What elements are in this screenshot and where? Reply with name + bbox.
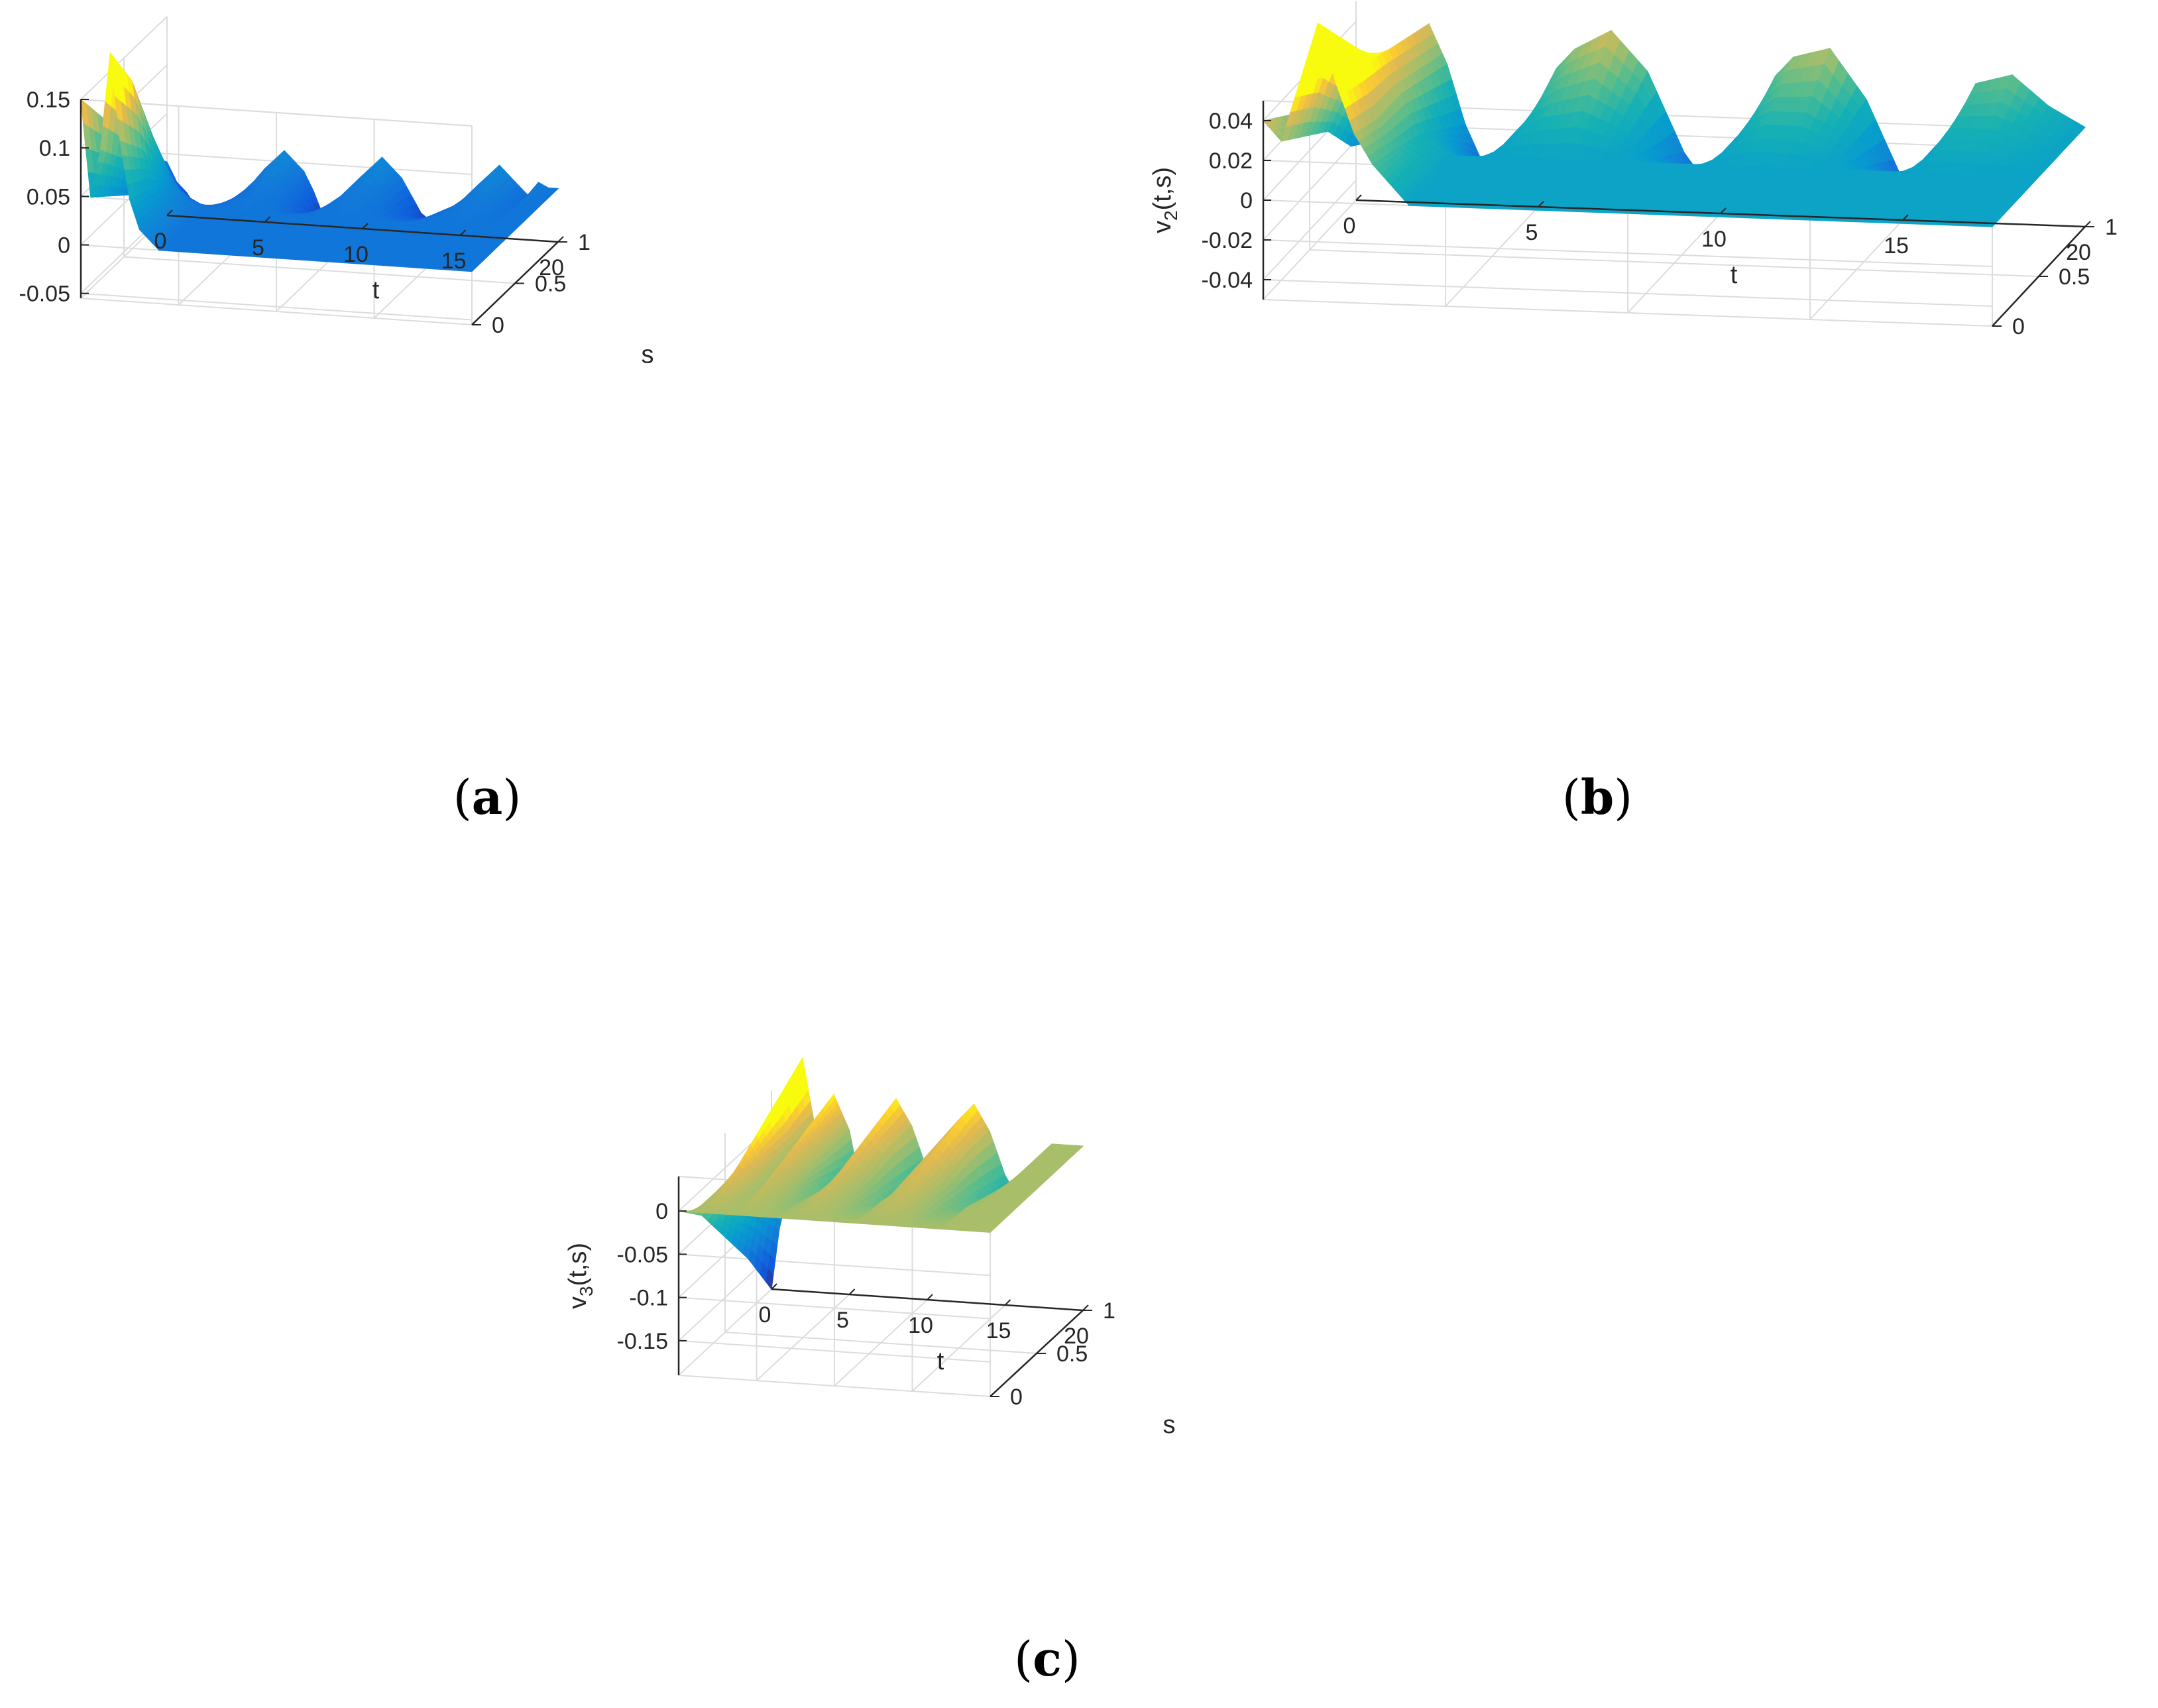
z-tick-label: 0 <box>1240 188 1253 213</box>
caption-b: (b) <box>1562 769 1633 825</box>
s-tick-label: 0.5 <box>535 272 566 297</box>
z-tick-label: 0.02 <box>1209 148 1253 174</box>
t-tick-label: 5 <box>1526 220 1538 245</box>
surface-mesh <box>678 1056 1084 1290</box>
surface-mesh <box>1262 22 2086 227</box>
s-tick-label: 0 <box>492 313 504 338</box>
surface-plot-b-svg: 0510152000.51-0.04-0.0200.020.04tsv2(t,s… <box>1149 1 2118 339</box>
z-axis-label: v2(t,s) <box>1149 167 1181 233</box>
surface-mesh <box>80 51 559 272</box>
t-tick-label: 15 <box>1884 233 1909 258</box>
z-tick-label: 0 <box>58 233 70 258</box>
axes: 0 5 10 15 20 0 0.5 1 -0.04 -0.02 0 0.02 0.04 <box>1202 101 2118 339</box>
t-tick-label: 20 <box>2066 240 2091 265</box>
z-tick-label: -0.02 <box>1202 228 1253 253</box>
t-tick-label: 10 <box>1701 227 1727 252</box>
z-tick-label: -0.05 <box>19 282 71 307</box>
t-tick-label: 15 <box>441 249 467 274</box>
z-tick-label: 0.15 <box>27 87 70 113</box>
z-tick-label: 0.04 <box>1209 109 1253 134</box>
surface-patch <box>80 98 89 128</box>
z-tick-label: -0.04 <box>1202 268 1253 293</box>
t-tick-label: 5 <box>252 235 264 260</box>
z-tick-label: 0.1 <box>39 136 70 161</box>
s-tick-label: 0.5 <box>2059 264 2090 290</box>
caption-a: (a) <box>453 769 522 825</box>
s-tick-label: 1 <box>578 230 591 255</box>
t-tick-label: 0 <box>1343 213 1356 239</box>
surface-plot-b: 0510152000.51-0.04-0.0200.020.04tsv2(t,s… <box>1079 0 2158 769</box>
t-tick-label: 0 <box>154 229 167 254</box>
t-tick-label: 10 <box>343 242 369 267</box>
t-axis-label: t <box>372 276 380 304</box>
s-tick-label: 0 <box>2012 314 2025 339</box>
surface-plot-c: 0 5 10 15 20 0 0.5 1 -0.15 -0.1 -0.05 0 t s v3(t,s) <box>540 862 1618 1630</box>
s-tick-label: 1 <box>2105 215 2118 240</box>
s-axis-label: s <box>642 341 654 369</box>
axes: 0 5 10 15 20 0 0.5 1 -0.05 0 0.05 0.1 0.15 <box>19 87 591 338</box>
t-tick-label: 20 <box>539 255 564 280</box>
surface-patch <box>468 265 479 272</box>
t-axis-label: t <box>1731 261 1738 289</box>
z-tick-label: 0.05 <box>27 184 70 209</box>
